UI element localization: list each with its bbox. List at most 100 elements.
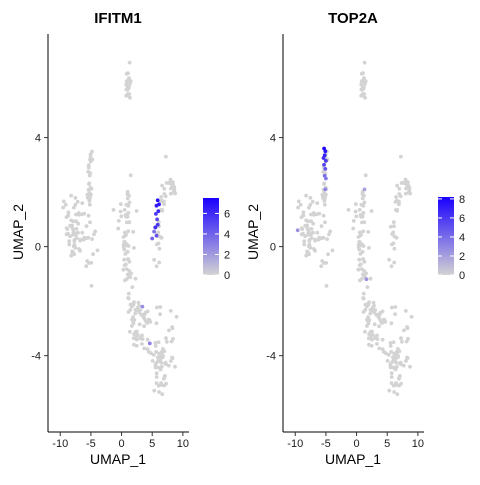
cell-point: [86, 196, 90, 200]
cell-point: [142, 312, 147, 316]
cell-point: [90, 237, 94, 242]
legend-tick-label: 2: [459, 251, 465, 263]
cell-point: [66, 213, 71, 218]
cell-point: [142, 316, 147, 321]
cell-point: [380, 337, 385, 342]
cell-point: [377, 316, 382, 321]
cell-point: [393, 367, 398, 372]
cell-point: [74, 212, 78, 217]
cell-point: [169, 180, 174, 185]
cell-point: [388, 224, 393, 229]
cell-point: [315, 230, 320, 235]
cell-point: [169, 186, 173, 191]
cell-point: [358, 213, 363, 217]
cell-point: [327, 232, 331, 237]
cell-point: [74, 236, 79, 240]
cell-point: [69, 253, 74, 258]
cell-point: [151, 353, 156, 357]
cell-point: [394, 235, 399, 240]
cell-point: [372, 322, 377, 327]
cell-point: [302, 239, 307, 244]
cell-point: [389, 381, 394, 385]
y-axis-label: UMAP_2: [245, 204, 261, 260]
cell-point: [80, 201, 85, 206]
cell-point: [317, 211, 322, 216]
cell-point: [72, 242, 77, 247]
cell-point: [310, 199, 315, 204]
cell-point: [390, 305, 394, 310]
cell-point: [366, 230, 371, 234]
cell-point: [395, 355, 400, 360]
cell-point: [361, 77, 366, 82]
cell-point: [301, 213, 306, 218]
cell-point: [351, 226, 356, 231]
cell-point: [86, 165, 91, 170]
cell-point: [122, 257, 127, 262]
cell-point: [403, 191, 408, 196]
cell-point: [361, 257, 365, 261]
cell-point: [399, 336, 403, 341]
cell-point: [140, 342, 144, 346]
cell-point: [154, 264, 159, 269]
cell-point: [404, 180, 409, 185]
cell-point: [128, 275, 133, 280]
cell-point: [408, 364, 412, 369]
cell-point: [125, 250, 130, 254]
cell-point: [388, 344, 393, 348]
expressing-cell-point: [154, 233, 159, 238]
x-tick-label: 10: [177, 438, 189, 450]
axis-ticks: -10 -5 0 5 10 -4 0 4: [266, 133, 424, 450]
cell-point: [127, 200, 132, 205]
cell-point: [155, 305, 159, 310]
cell-point: [127, 60, 132, 65]
expressing-cell-point: [321, 156, 326, 160]
x-tick-label: -10: [52, 438, 68, 450]
cell-point: [362, 92, 367, 96]
cell-point: [303, 223, 308, 228]
cell-point: [126, 296, 131, 300]
cell-point: [168, 191, 173, 196]
cell-point: [156, 356, 161, 361]
x-axis-label: UMAP_1: [325, 451, 381, 467]
cell-point: [159, 195, 164, 199]
cell-point: [298, 202, 303, 207]
cell-point: [307, 239, 312, 244]
cell-point: [377, 312, 382, 316]
cell-point: [67, 239, 72, 244]
cell-point: [309, 212, 313, 217]
expressing-cell-point: [323, 187, 328, 192]
cell-point: [391, 220, 396, 225]
cell-point: [388, 341, 393, 345]
cell-point: [400, 339, 404, 344]
cell-point: [164, 362, 169, 366]
cell-point: [164, 336, 168, 341]
cell-point: [136, 300, 141, 305]
x-tick-label: -5: [86, 438, 96, 450]
cell-point: [164, 181, 169, 185]
cell-point: [87, 199, 92, 203]
cell-point: [377, 324, 381, 329]
cell-point: [139, 312, 144, 317]
y-tick-label: 4: [35, 133, 41, 145]
cell-point: [116, 219, 121, 223]
cell-point: [132, 342, 136, 347]
cell-point: [322, 181, 327, 186]
cell-point: [359, 267, 364, 271]
cell-point: [300, 227, 305, 231]
cell-point: [328, 229, 333, 234]
cell-point: [142, 324, 147, 329]
legend-tick-label: 4: [459, 232, 465, 244]
cell-point: [157, 351, 162, 356]
cell-point: [123, 242, 128, 247]
cell-point: [306, 228, 311, 232]
cell-point: [375, 333, 379, 338]
cell-point: [89, 186, 94, 191]
cell-point: [308, 245, 313, 250]
cell-point: [363, 329, 367, 334]
cell-point: [373, 308, 378, 312]
cell-point: [165, 339, 169, 344]
cell-point: [357, 208, 362, 212]
cell-point: [362, 60, 367, 65]
scatter-points: [61, 60, 179, 397]
cell-point: [387, 388, 392, 393]
